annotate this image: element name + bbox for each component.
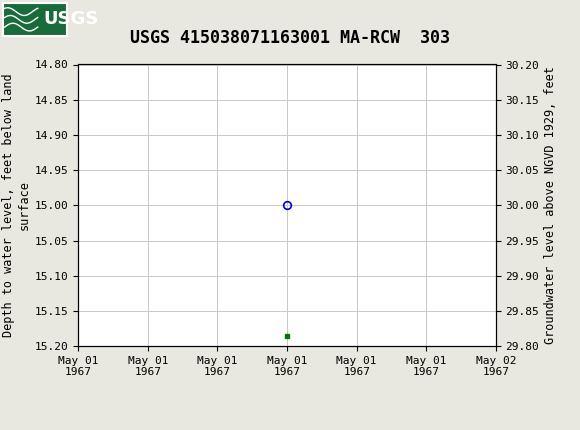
FancyBboxPatch shape xyxy=(3,3,67,36)
Text: USGS: USGS xyxy=(44,10,99,28)
Y-axis label: Groundwater level above NGVD 1929, feet: Groundwater level above NGVD 1929, feet xyxy=(543,66,557,344)
Y-axis label: Depth to water level, feet below land
surface: Depth to water level, feet below land su… xyxy=(2,74,31,337)
Text: USGS 415038071163001 MA-RCW  303: USGS 415038071163001 MA-RCW 303 xyxy=(130,29,450,47)
